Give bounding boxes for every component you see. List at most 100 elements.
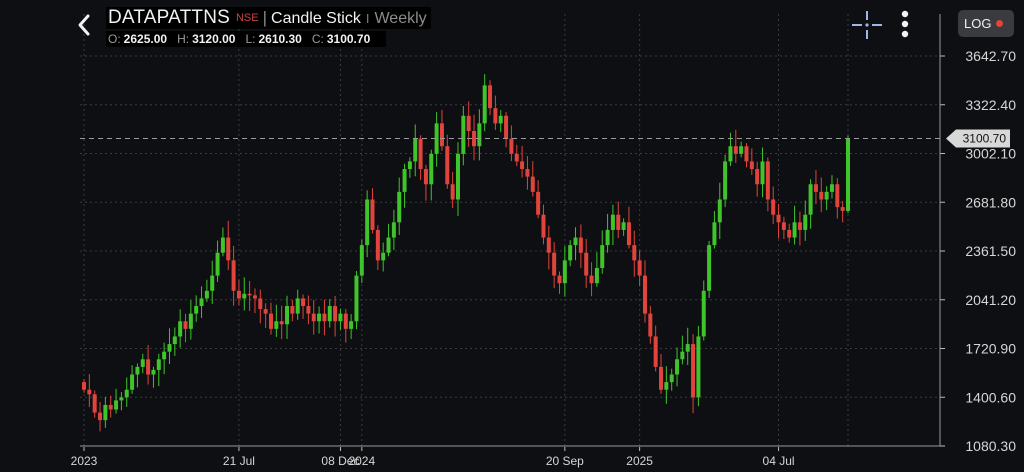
candle xyxy=(744,143,749,168)
candle-body xyxy=(541,214,546,238)
candle-body xyxy=(231,260,236,291)
candle-body xyxy=(220,237,225,253)
crosshair-icon[interactable] xyxy=(850,10,884,40)
candle-body xyxy=(584,252,589,276)
interval-label[interactable]: Weekly xyxy=(374,10,427,27)
candle-body xyxy=(151,369,156,375)
candle-body xyxy=(787,229,792,238)
candle-body xyxy=(771,199,776,215)
exchange-label: NSE xyxy=(235,12,259,24)
candle-body xyxy=(525,169,530,177)
candle-body xyxy=(327,306,332,322)
symbol-name[interactable]: DATAPATTNS xyxy=(108,7,230,28)
candle xyxy=(226,220,231,271)
candle xyxy=(728,132,733,167)
candle xyxy=(119,392,124,411)
candle xyxy=(247,280,252,312)
candle xyxy=(413,124,418,177)
candle-body xyxy=(258,298,263,310)
y-tick-label: 3322.40 xyxy=(965,97,1016,113)
candle-body xyxy=(653,336,658,367)
candle xyxy=(87,374,92,408)
chart-type-label[interactable]: Candle Stick xyxy=(271,10,361,27)
candle-body xyxy=(301,298,306,307)
candle-body xyxy=(648,313,653,337)
candle xyxy=(183,313,188,343)
candle xyxy=(279,305,284,340)
candle-body xyxy=(819,191,824,200)
candle-body xyxy=(114,400,119,410)
candle xyxy=(509,125,514,162)
candle xyxy=(204,279,209,302)
y-tick-label: 2361.50 xyxy=(965,243,1016,259)
candle xyxy=(797,211,802,246)
candle xyxy=(220,227,225,257)
candle xyxy=(840,200,845,223)
candle xyxy=(103,396,108,428)
more-vertical-icon[interactable] xyxy=(895,10,915,40)
candle xyxy=(787,223,792,243)
candle xyxy=(370,188,375,234)
candle-body xyxy=(792,222,797,238)
candle-body xyxy=(333,306,338,322)
candle-body xyxy=(707,245,712,291)
x-tick-label: 2023 xyxy=(71,454,98,468)
candle xyxy=(632,230,637,277)
candle-body xyxy=(365,199,370,246)
candle xyxy=(135,363,140,388)
candle xyxy=(717,182,722,239)
candle xyxy=(418,135,423,181)
candle xyxy=(824,186,829,211)
candle-body xyxy=(167,344,172,352)
price-axis[interactable]: 3642.70 3322.40 3002.10 2681.80 2361.50 2041.… xyxy=(939,14,1016,454)
candle xyxy=(755,161,760,197)
candle xyxy=(92,390,97,418)
y-tick-label: 1720.90 xyxy=(965,341,1016,357)
chart-header: DATAPATTNS NSE | Candle Stick I Weekly O: 2625… xyxy=(74,4,431,50)
candle-body xyxy=(439,123,444,147)
title-row: DATAPATTNS NSE | Candle Stick I Weekly xyxy=(106,7,431,29)
candle-body xyxy=(493,108,498,124)
candle-body xyxy=(536,191,541,215)
candle xyxy=(242,277,247,311)
candle xyxy=(504,112,509,148)
candle xyxy=(349,314,354,340)
candle-body xyxy=(808,184,813,215)
candle-body xyxy=(813,184,818,192)
candle xyxy=(520,145,525,178)
candle xyxy=(589,262,594,297)
candle xyxy=(140,353,145,374)
candle xyxy=(616,201,621,239)
candle xyxy=(114,388,119,414)
candle-body xyxy=(701,290,706,337)
candle-body xyxy=(835,184,840,208)
candle xyxy=(482,74,487,132)
candle-body xyxy=(530,176,535,192)
back-chevron-icon[interactable] xyxy=(74,10,96,40)
candle xyxy=(530,161,535,197)
candle-body xyxy=(124,389,129,398)
log-scale-toggle[interactable]: LOG xyxy=(958,10,1014,37)
candle xyxy=(301,294,306,319)
candle xyxy=(317,306,322,334)
candle xyxy=(386,223,391,257)
candle-body xyxy=(135,366,140,375)
candle xyxy=(252,288,257,314)
candle-body xyxy=(349,321,354,329)
candle-body xyxy=(621,222,626,230)
candle-body xyxy=(386,237,391,253)
candle xyxy=(765,157,770,212)
candle-body xyxy=(610,214,615,230)
candle-body xyxy=(418,138,423,170)
candle xyxy=(258,289,263,324)
candle xyxy=(610,204,615,246)
candle-body xyxy=(589,275,594,284)
candle-body xyxy=(781,222,786,230)
candle-body xyxy=(285,306,290,325)
candle xyxy=(829,175,834,199)
candle-body xyxy=(498,115,503,124)
candle-body xyxy=(504,115,509,139)
candle xyxy=(354,270,359,330)
